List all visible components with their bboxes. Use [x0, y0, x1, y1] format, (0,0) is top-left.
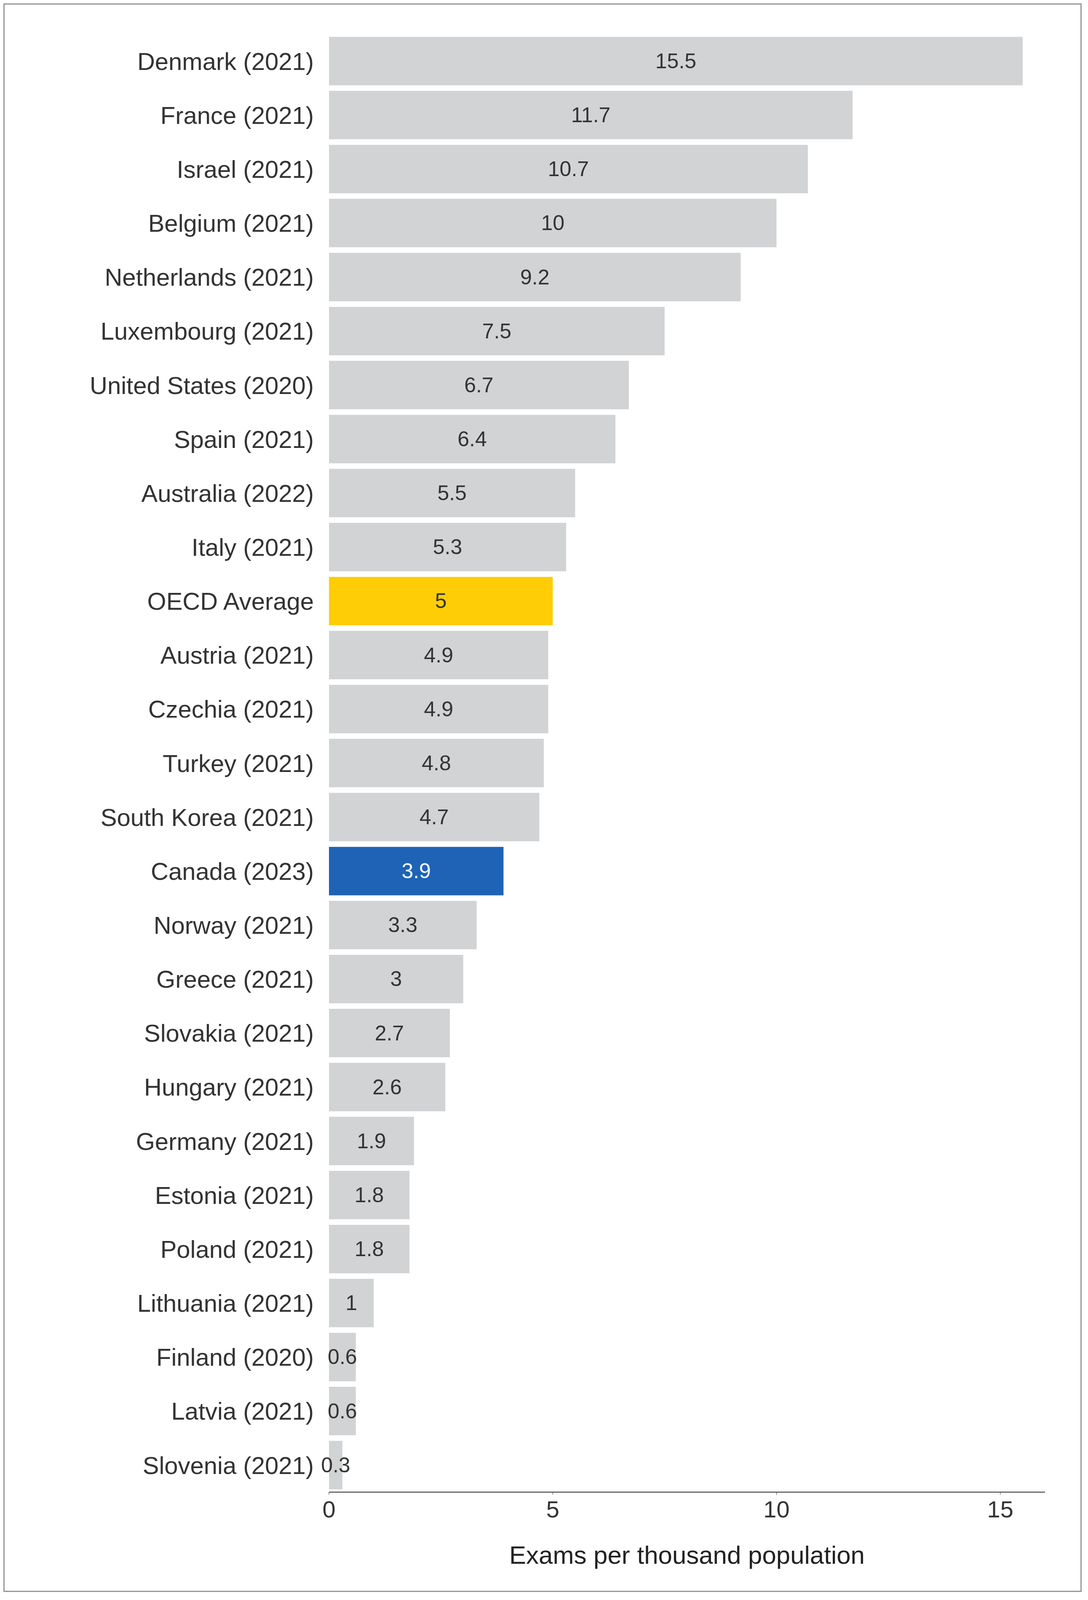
svg-text:Latvia (2021): Latvia (2021) — [171, 1396, 314, 1425]
svg-text:5: 5 — [546, 1495, 560, 1522]
svg-text:Slovakia (2021): Slovakia (2021) — [144, 1018, 314, 1047]
svg-text:2.6: 2.6 — [372, 1074, 402, 1099]
svg-text:10.7: 10.7 — [548, 157, 589, 181]
svg-text:3.9: 3.9 — [401, 858, 431, 883]
svg-text:1.8: 1.8 — [354, 1182, 385, 1207]
svg-text:Italy (2021): Italy (2021) — [191, 533, 314, 561]
svg-text:United States (2020): United States (2020) — [89, 371, 314, 399]
svg-text:0.6: 0.6 — [327, 1344, 358, 1369]
svg-text:Spain (2021): Spain (2021) — [173, 425, 314, 453]
svg-text:3: 3 — [390, 966, 402, 991]
svg-text:2.7: 2.7 — [374, 1021, 405, 1045]
svg-text:Finland (2020): Finland (2020) — [156, 1342, 314, 1371]
svg-text:Poland (2021): Poland (2021) — [160, 1235, 314, 1263]
svg-text:OECD Average: OECD Average — [147, 587, 314, 615]
svg-text:Estonia (2021): Estonia (2021) — [155, 1181, 314, 1209]
svg-text:Luxembourg (2021): Luxembourg (2021) — [100, 317, 314, 345]
svg-text:Austria (2021): Austria (2021) — [160, 641, 314, 669]
svg-text:5.5: 5.5 — [437, 481, 467, 505]
svg-text:5: 5 — [435, 588, 447, 613]
svg-text:Slovenia (2021): Slovenia (2021) — [142, 1451, 314, 1479]
svg-text:6.7: 6.7 — [464, 373, 494, 397]
svg-text:Turkey (2021): Turkey (2021) — [162, 749, 314, 777]
svg-text:4.7: 4.7 — [419, 804, 450, 829]
svg-text:Canada (2023): Canada (2023) — [150, 857, 314, 885]
svg-text:South Korea (2021): South Korea (2021) — [100, 803, 314, 831]
svg-text:Australia (2022): Australia (2022) — [141, 479, 314, 507]
svg-text:4.8: 4.8 — [421, 751, 452, 775]
svg-text:4.9: 4.9 — [424, 697, 454, 721]
svg-text:10: 10 — [540, 211, 565, 235]
svg-text:Denmark (2021): Denmark (2021) — [137, 47, 314, 75]
svg-text:Israel (2021): Israel (2021) — [176, 155, 314, 183]
svg-text:9.2: 9.2 — [520, 265, 550, 289]
svg-text:Hungary (2021): Hungary (2021) — [144, 1072, 314, 1101]
svg-text:0.6: 0.6 — [327, 1398, 358, 1423]
svg-text:11.7: 11.7 — [571, 103, 611, 127]
svg-text:1: 1 — [345, 1290, 358, 1315]
svg-text:Greece (2021): Greece (2021) — [156, 965, 314, 993]
svg-text:4.9: 4.9 — [424, 643, 454, 667]
svg-text:3.3: 3.3 — [388, 912, 418, 937]
svg-text:1.9: 1.9 — [356, 1128, 387, 1153]
svg-text:0: 0 — [322, 1495, 336, 1522]
svg-text:Norway (2021): Norway (2021) — [153, 911, 314, 939]
svg-text:Belgium (2021): Belgium (2021) — [148, 209, 314, 237]
svg-text:7.5: 7.5 — [482, 319, 512, 343]
svg-text:Netherlands (2021): Netherlands (2021) — [104, 263, 314, 291]
svg-text:6.4: 6.4 — [457, 427, 487, 451]
svg-text:Germany (2021): Germany (2021) — [136, 1127, 314, 1155]
svg-text:Czechia (2021): Czechia (2021) — [148, 695, 314, 723]
svg-text:15.5: 15.5 — [655, 49, 697, 73]
svg-text:0.3: 0.3 — [320, 1452, 351, 1477]
svg-text:Exams per thousand population: Exams per thousand population — [509, 1540, 865, 1569]
svg-text:France (2021): France (2021) — [160, 101, 314, 129]
svg-text:15: 15 — [987, 1495, 1014, 1522]
svg-text:1.8: 1.8 — [354, 1236, 385, 1261]
svg-text:10: 10 — [763, 1495, 790, 1522]
svg-text:5.3: 5.3 — [433, 534, 463, 559]
svg-text:Lithuania (2021): Lithuania (2021) — [137, 1288, 314, 1317]
